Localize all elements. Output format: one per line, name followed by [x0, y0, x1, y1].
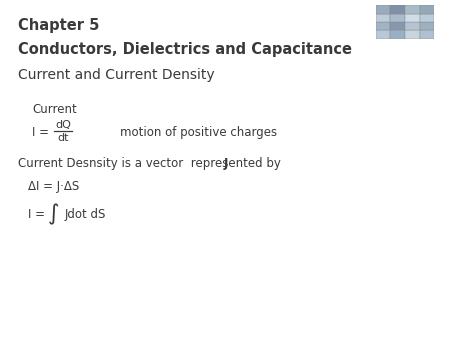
Bar [405, 5, 419, 14]
Bar [391, 22, 405, 30]
Bar [419, 14, 434, 22]
Text: J: J [224, 157, 228, 170]
Bar [419, 5, 434, 14]
Text: Chapter 5: Chapter 5 [18, 18, 99, 33]
Text: Current: Current [32, 103, 77, 116]
Text: Current and Current Density: Current and Current Density [18, 68, 215, 82]
Bar [405, 30, 419, 39]
Bar [376, 14, 391, 22]
Text: Jdot dS: Jdot dS [65, 208, 106, 221]
Text: I =: I = [28, 208, 49, 221]
Bar [391, 30, 405, 39]
Bar [376, 22, 391, 30]
Text: ∫: ∫ [48, 204, 59, 225]
Text: dQ: dQ [55, 120, 71, 130]
Bar [376, 5, 391, 14]
Bar [405, 22, 419, 30]
Bar [391, 14, 405, 22]
Bar [419, 22, 434, 30]
Text: I =: I = [32, 126, 53, 139]
Text: motion of positive charges: motion of positive charges [120, 126, 277, 139]
Bar [419, 30, 434, 39]
Text: Current Desnsity is a vector  represented by: Current Desnsity is a vector represented… [18, 157, 288, 170]
Text: Conductors, Dielectrics and Capacitance: Conductors, Dielectrics and Capacitance [18, 42, 352, 57]
Text: ΔI = J·ΔS: ΔI = J·ΔS [28, 180, 79, 193]
Bar [405, 14, 419, 22]
Bar [376, 30, 391, 39]
Text: dt: dt [57, 133, 68, 143]
Bar [391, 5, 405, 14]
